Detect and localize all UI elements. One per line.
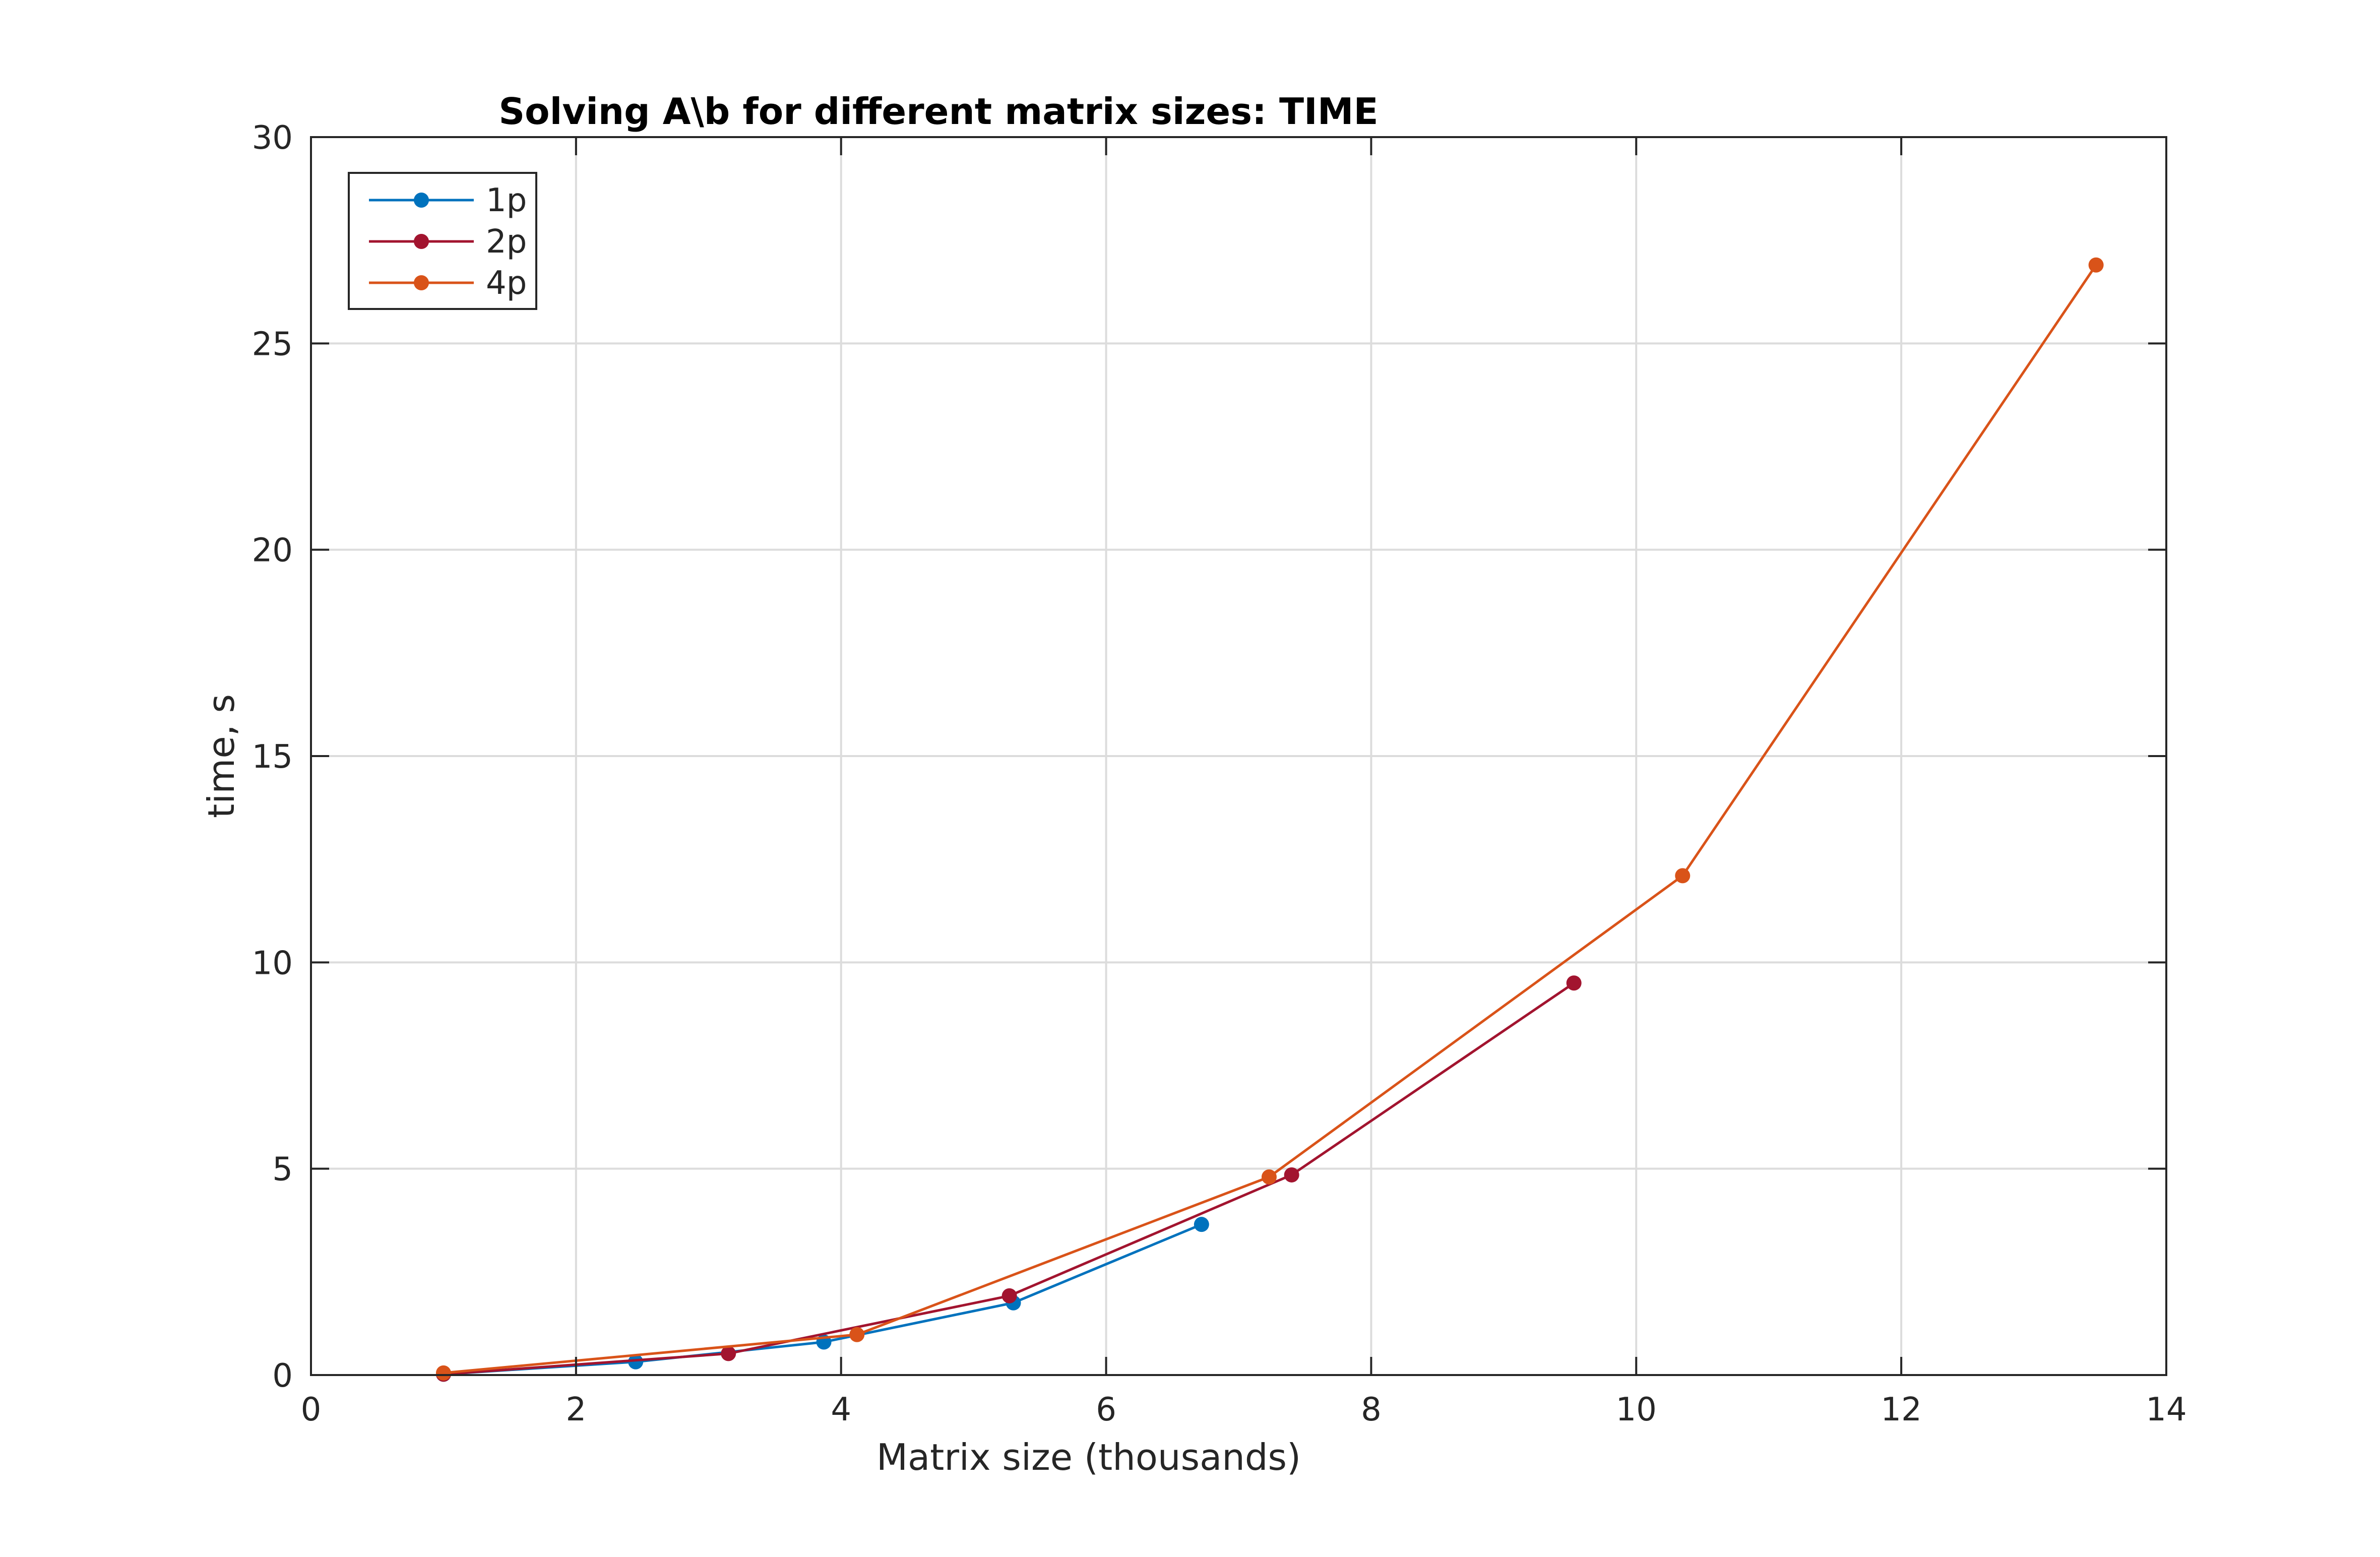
- y-tick-label: 25: [252, 326, 293, 363]
- data-point-4p: [2088, 257, 2104, 273]
- data-point-2p: [1566, 975, 1582, 991]
- x-tick-label: 14: [2146, 1391, 2186, 1428]
- x-tick-label: 0: [301, 1391, 322, 1428]
- y-tick-label: 30: [252, 119, 293, 157]
- data-point-4p: [1675, 868, 1690, 884]
- x-tick-label: 10: [1616, 1391, 1657, 1428]
- legend-label-4p: 4p: [486, 265, 527, 302]
- y-tick-label: 15: [252, 738, 293, 776]
- x-tick-label: 6: [1096, 1391, 1116, 1428]
- data-point-1p: [1194, 1217, 1209, 1232]
- legend: 1p 2p 4p: [348, 172, 537, 310]
- data-series: [435, 257, 2104, 1382]
- y-tick-label: 5: [272, 1151, 293, 1189]
- grid-lines: [311, 137, 2166, 1375]
- data-point-4p: [1261, 1169, 1277, 1185]
- y-axis-label: time, s: [200, 694, 242, 818]
- data-point-2p: [721, 1346, 736, 1361]
- data-point-2p: [1001, 1288, 1017, 1303]
- y-tick-label: 20: [252, 532, 293, 570]
- x-tick-label: 4: [831, 1391, 851, 1428]
- data-point-4p: [435, 1365, 451, 1381]
- legend-label-1p: 1p: [486, 182, 527, 219]
- y-tick-label: 0: [272, 1357, 293, 1395]
- x-axis-label: Matrix size (thousands): [876, 1436, 1301, 1478]
- data-point-1p: [628, 1354, 644, 1369]
- x-tick-label: 8: [1361, 1391, 1382, 1428]
- data-point-2p: [1284, 1167, 1299, 1182]
- x-tick-label: 12: [1881, 1391, 1921, 1428]
- chart-title: Solving A\b for different matrix sizes: …: [498, 90, 1378, 133]
- x-tick-label: 2: [566, 1391, 586, 1428]
- legend-marker-2p: [414, 234, 429, 249]
- y-tick-label: 10: [252, 945, 293, 982]
- legend-marker-1p: [414, 193, 429, 208]
- legend-label-2p: 2p: [486, 223, 527, 261]
- axis-ticks: 0 2 4 6 8 10 12 14 0 5 10 15 20 25 30: [252, 119, 2187, 1428]
- data-point-4p: [849, 1327, 865, 1342]
- legend-marker-4p: [414, 275, 429, 290]
